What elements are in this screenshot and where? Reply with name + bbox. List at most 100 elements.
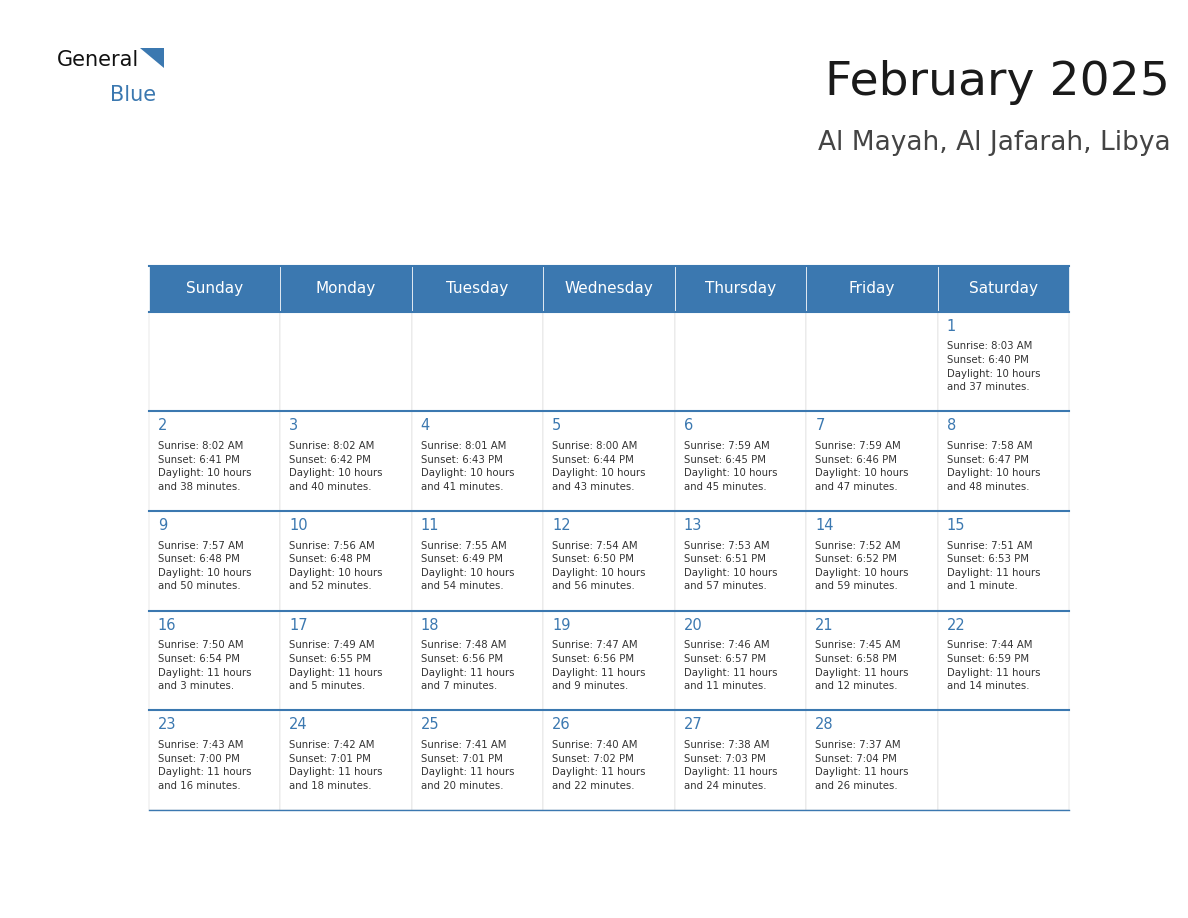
Text: Sunrise: 8:01 AM
Sunset: 6:43 PM
Daylight: 10 hours
and 41 minutes.: Sunrise: 8:01 AM Sunset: 6:43 PM Dayligh…: [421, 441, 514, 492]
Text: Sunrise: 7:38 AM
Sunset: 7:03 PM
Daylight: 11 hours
and 24 minutes.: Sunrise: 7:38 AM Sunset: 7:03 PM Dayligh…: [684, 740, 777, 790]
FancyBboxPatch shape: [675, 411, 807, 511]
Text: Sunrise: 7:42 AM
Sunset: 7:01 PM
Daylight: 11 hours
and 18 minutes.: Sunrise: 7:42 AM Sunset: 7:01 PM Dayligh…: [289, 740, 383, 790]
Text: Sunrise: 7:49 AM
Sunset: 6:55 PM
Daylight: 11 hours
and 5 minutes.: Sunrise: 7:49 AM Sunset: 6:55 PM Dayligh…: [289, 640, 383, 691]
Text: 17: 17: [289, 618, 308, 633]
Text: Monday: Monday: [316, 281, 375, 297]
FancyBboxPatch shape: [411, 711, 543, 810]
FancyBboxPatch shape: [937, 411, 1069, 511]
Text: 14: 14: [815, 518, 834, 533]
Text: Sunrise: 7:40 AM
Sunset: 7:02 PM
Daylight: 11 hours
and 22 minutes.: Sunrise: 7:40 AM Sunset: 7:02 PM Dayligh…: [552, 740, 646, 790]
FancyBboxPatch shape: [807, 311, 937, 411]
Text: 24: 24: [289, 717, 308, 733]
Text: 6: 6: [684, 419, 693, 433]
Text: Sunrise: 7:57 AM
Sunset: 6:48 PM
Daylight: 10 hours
and 50 minutes.: Sunrise: 7:57 AM Sunset: 6:48 PM Dayligh…: [158, 541, 251, 591]
Text: 25: 25: [421, 717, 440, 733]
FancyBboxPatch shape: [807, 411, 937, 511]
Text: Wednesday: Wednesday: [564, 281, 653, 297]
FancyBboxPatch shape: [148, 411, 280, 511]
Text: 26: 26: [552, 717, 571, 733]
Text: Sunrise: 7:37 AM
Sunset: 7:04 PM
Daylight: 11 hours
and 26 minutes.: Sunrise: 7:37 AM Sunset: 7:04 PM Dayligh…: [815, 740, 909, 790]
FancyBboxPatch shape: [543, 711, 675, 810]
Text: Sunrise: 8:03 AM
Sunset: 6:40 PM
Daylight: 10 hours
and 37 minutes.: Sunrise: 8:03 AM Sunset: 6:40 PM Dayligh…: [947, 341, 1041, 392]
Text: Sunrise: 8:00 AM
Sunset: 6:44 PM
Daylight: 10 hours
and 43 minutes.: Sunrise: 8:00 AM Sunset: 6:44 PM Dayligh…: [552, 441, 646, 492]
Text: Tuesday: Tuesday: [447, 281, 508, 297]
FancyBboxPatch shape: [937, 311, 1069, 411]
Text: Sunrise: 7:44 AM
Sunset: 6:59 PM
Daylight: 11 hours
and 14 minutes.: Sunrise: 7:44 AM Sunset: 6:59 PM Dayligh…: [947, 640, 1041, 691]
Text: 2: 2: [158, 419, 168, 433]
Text: Sunrise: 7:50 AM
Sunset: 6:54 PM
Daylight: 11 hours
and 3 minutes.: Sunrise: 7:50 AM Sunset: 6:54 PM Dayligh…: [158, 640, 251, 691]
FancyBboxPatch shape: [543, 610, 675, 711]
Text: Sunrise: 7:59 AM
Sunset: 6:46 PM
Daylight: 10 hours
and 47 minutes.: Sunrise: 7:59 AM Sunset: 6:46 PM Dayligh…: [815, 441, 909, 492]
FancyBboxPatch shape: [543, 311, 675, 411]
Text: Sunrise: 8:02 AM
Sunset: 6:42 PM
Daylight: 10 hours
and 40 minutes.: Sunrise: 8:02 AM Sunset: 6:42 PM Dayligh…: [289, 441, 383, 492]
Text: Sunrise: 7:55 AM
Sunset: 6:49 PM
Daylight: 10 hours
and 54 minutes.: Sunrise: 7:55 AM Sunset: 6:49 PM Dayligh…: [421, 541, 514, 591]
Text: Sunrise: 7:47 AM
Sunset: 6:56 PM
Daylight: 11 hours
and 9 minutes.: Sunrise: 7:47 AM Sunset: 6:56 PM Dayligh…: [552, 640, 646, 691]
Text: Sunrise: 7:51 AM
Sunset: 6:53 PM
Daylight: 11 hours
and 1 minute.: Sunrise: 7:51 AM Sunset: 6:53 PM Dayligh…: [947, 541, 1041, 591]
FancyBboxPatch shape: [543, 265, 675, 311]
Text: 22: 22: [947, 618, 966, 633]
Text: 5: 5: [552, 419, 562, 433]
Text: 11: 11: [421, 518, 440, 533]
Text: 19: 19: [552, 618, 570, 633]
Text: 1: 1: [947, 319, 956, 333]
FancyBboxPatch shape: [937, 511, 1069, 610]
FancyBboxPatch shape: [807, 711, 937, 810]
FancyBboxPatch shape: [937, 265, 1069, 311]
Text: 10: 10: [289, 518, 308, 533]
Text: 15: 15: [947, 518, 966, 533]
FancyBboxPatch shape: [543, 411, 675, 511]
Text: Blue: Blue: [110, 85, 157, 106]
FancyBboxPatch shape: [411, 265, 543, 311]
FancyBboxPatch shape: [148, 265, 280, 311]
Text: Sunrise: 7:45 AM
Sunset: 6:58 PM
Daylight: 11 hours
and 12 minutes.: Sunrise: 7:45 AM Sunset: 6:58 PM Dayligh…: [815, 640, 909, 691]
Text: 12: 12: [552, 518, 571, 533]
Text: Sunrise: 7:58 AM
Sunset: 6:47 PM
Daylight: 10 hours
and 48 minutes.: Sunrise: 7:58 AM Sunset: 6:47 PM Dayligh…: [947, 441, 1041, 492]
Text: General: General: [57, 50, 139, 71]
FancyBboxPatch shape: [148, 711, 280, 810]
FancyBboxPatch shape: [543, 511, 675, 610]
FancyBboxPatch shape: [411, 411, 543, 511]
FancyBboxPatch shape: [280, 711, 411, 810]
FancyBboxPatch shape: [411, 311, 543, 411]
FancyBboxPatch shape: [148, 511, 280, 610]
Text: Sunrise: 8:02 AM
Sunset: 6:41 PM
Daylight: 10 hours
and 38 minutes.: Sunrise: 8:02 AM Sunset: 6:41 PM Dayligh…: [158, 441, 251, 492]
FancyBboxPatch shape: [807, 265, 937, 311]
FancyBboxPatch shape: [675, 511, 807, 610]
Text: 16: 16: [158, 618, 176, 633]
Text: Sunday: Sunday: [185, 281, 242, 297]
FancyBboxPatch shape: [280, 411, 411, 511]
Text: 18: 18: [421, 618, 440, 633]
Text: Sunrise: 7:43 AM
Sunset: 7:00 PM
Daylight: 11 hours
and 16 minutes.: Sunrise: 7:43 AM Sunset: 7:00 PM Dayligh…: [158, 740, 251, 790]
Text: Sunrise: 7:52 AM
Sunset: 6:52 PM
Daylight: 10 hours
and 59 minutes.: Sunrise: 7:52 AM Sunset: 6:52 PM Dayligh…: [815, 541, 909, 591]
FancyBboxPatch shape: [675, 711, 807, 810]
Text: Sunrise: 7:56 AM
Sunset: 6:48 PM
Daylight: 10 hours
and 52 minutes.: Sunrise: 7:56 AM Sunset: 6:48 PM Dayligh…: [289, 541, 383, 591]
FancyBboxPatch shape: [675, 311, 807, 411]
FancyBboxPatch shape: [807, 511, 937, 610]
Text: 21: 21: [815, 618, 834, 633]
FancyBboxPatch shape: [675, 610, 807, 711]
Text: 8: 8: [947, 419, 956, 433]
FancyBboxPatch shape: [937, 711, 1069, 810]
FancyBboxPatch shape: [148, 311, 280, 411]
FancyBboxPatch shape: [280, 265, 411, 311]
Text: Saturday: Saturday: [969, 281, 1038, 297]
FancyBboxPatch shape: [937, 610, 1069, 711]
FancyBboxPatch shape: [675, 265, 807, 311]
Text: 7: 7: [815, 419, 824, 433]
Text: 27: 27: [684, 717, 702, 733]
Text: Sunrise: 7:59 AM
Sunset: 6:45 PM
Daylight: 10 hours
and 45 minutes.: Sunrise: 7:59 AM Sunset: 6:45 PM Dayligh…: [684, 441, 777, 492]
Text: Sunrise: 7:46 AM
Sunset: 6:57 PM
Daylight: 11 hours
and 11 minutes.: Sunrise: 7:46 AM Sunset: 6:57 PM Dayligh…: [684, 640, 777, 691]
FancyBboxPatch shape: [411, 511, 543, 610]
Text: 23: 23: [158, 717, 176, 733]
Text: 20: 20: [684, 618, 702, 633]
Text: Al Mayah, Al Jafarah, Libya: Al Mayah, Al Jafarah, Libya: [817, 130, 1170, 156]
Text: 4: 4: [421, 419, 430, 433]
Text: Sunrise: 7:53 AM
Sunset: 6:51 PM
Daylight: 10 hours
and 57 minutes.: Sunrise: 7:53 AM Sunset: 6:51 PM Dayligh…: [684, 541, 777, 591]
Text: 9: 9: [158, 518, 168, 533]
Text: 28: 28: [815, 717, 834, 733]
Text: Thursday: Thursday: [704, 281, 776, 297]
FancyBboxPatch shape: [280, 511, 411, 610]
FancyBboxPatch shape: [280, 311, 411, 411]
FancyBboxPatch shape: [411, 610, 543, 711]
Text: 3: 3: [289, 419, 298, 433]
